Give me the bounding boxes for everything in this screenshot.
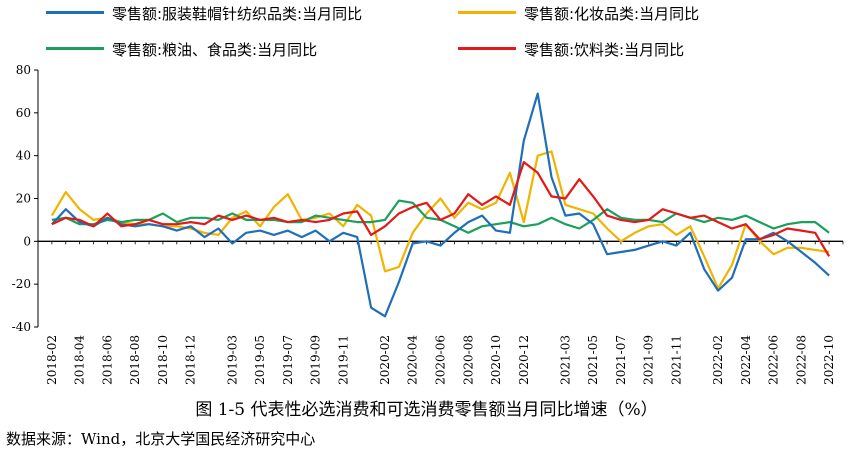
x-tick-label: 2018-10 — [156, 335, 170, 385]
x-tick-label: 2018-08 — [128, 335, 142, 385]
y-tick-label: -40 — [12, 320, 31, 334]
data-source: 数据来源：Wind，北京大学国民经济研究中心 — [6, 430, 316, 448]
x-tick-label: 2022-04 — [739, 335, 753, 385]
x-tick-label: 2019-05 — [253, 335, 267, 385]
legend-label-beverage: 零售额:饮料类:当月同比 — [524, 41, 685, 59]
x-tick-label: 2022-02 — [711, 335, 725, 385]
x-tick-label: 2021-03 — [558, 335, 572, 385]
legend-swatch-beverage — [458, 47, 516, 50]
series-line-apparel — [51, 92, 830, 318]
x-tick-label: 2021-11 — [669, 335, 683, 385]
figure-caption: 图 1-5 代表性必选消费和可选消费零售额当月同比增速（%） — [195, 400, 658, 420]
x-tick-label: 2018-02 — [45, 335, 59, 385]
x-tick-label: 2019-11 — [336, 335, 350, 385]
x-tick-label: 2019-09 — [309, 335, 323, 385]
legend-swatch-food — [46, 47, 104, 50]
legend-item-cosmetics: 零售额:化妆品类:当月同比 — [458, 4, 699, 24]
x-tick-label: 2020-04 — [406, 335, 420, 385]
line-chart: -40 -20 0 20 40 60 80 2018-02 2018-04 2018-06 2018… — [12, 63, 844, 385]
y-tick-label: 20 — [16, 192, 31, 206]
y-tick-label: 80 — [16, 63, 31, 77]
legend-swatch-cosmetics — [458, 11, 516, 14]
x-tick-label: 2021-05 — [586, 335, 600, 385]
x-tick-label: 2019-03 — [225, 335, 239, 385]
x-tick-label: 2022-08 — [794, 335, 808, 385]
x-tick-label: 2018-06 — [100, 335, 114, 385]
x-tick-label: 2019-07 — [281, 335, 295, 385]
x-tick-label: 2020-12 — [517, 335, 531, 385]
x-tick-label: 2018-12 — [184, 335, 198, 385]
x-tick-label: 2018-04 — [73, 335, 87, 385]
x-tick-label: 2022-10 — [822, 335, 836, 385]
y-tick-label: 60 — [16, 106, 31, 120]
legend-item-apparel: 零售额:服装鞋帽针纺织品类:当月同比 — [46, 4, 362, 24]
legend-label-food: 零售额:粮油、食品类:当月同比 — [112, 41, 318, 59]
legend-item-food: 零售额:粮油、食品类:当月同比 — [46, 40, 317, 60]
x-tick-label: 2022-06 — [767, 335, 781, 385]
x-tick-label: 2020-10 — [489, 335, 503, 385]
legend-swatch-apparel — [46, 11, 104, 14]
x-tick-label: 2020-08 — [461, 335, 475, 385]
y-tick-label: -20 — [12, 277, 31, 291]
y-tick-label: 40 — [16, 149, 31, 163]
series-line-beverage — [51, 161, 831, 257]
legend-label-cosmetics: 零售额:化妆品类:当月同比 — [524, 5, 700, 23]
legend-label-apparel: 零售额:服装鞋帽针纺织品类:当月同比 — [112, 5, 363, 23]
x-tick-label: 2020-02 — [378, 335, 392, 385]
x-tick-label: 2020-06 — [434, 335, 448, 385]
y-tick-label: 0 — [23, 234, 31, 248]
series-line-cosmetics — [50, 150, 830, 290]
x-tick-label: 2021-09 — [642, 335, 656, 385]
x-tick-label: 2021-07 — [614, 335, 628, 385]
legend-item-beverage: 零售额:饮料类:当月同比 — [458, 40, 684, 60]
